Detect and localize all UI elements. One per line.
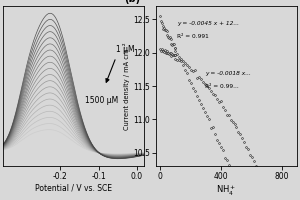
Text: (b): (b): [124, 0, 141, 4]
X-axis label: Potential / V vs. SCE: Potential / V vs. SCE: [35, 183, 112, 192]
Text: 1 μM: 1 μM: [116, 45, 135, 54]
X-axis label: $\rm NH_4^+$: $\rm NH_4^+$: [216, 183, 236, 198]
Text: R² = 0.991: R² = 0.991: [177, 34, 208, 39]
Y-axis label: Current density / mA cm⁻²: Current density / mA cm⁻²: [123, 42, 130, 130]
Text: y = -0.0045 x + 12...: y = -0.0045 x + 12...: [177, 21, 239, 26]
Text: y = -0.0018 x...: y = -0.0018 x...: [205, 71, 251, 76]
Text: R² = 0.99...: R² = 0.99...: [205, 84, 239, 89]
Text: 1500 μM: 1500 μM: [85, 96, 118, 105]
